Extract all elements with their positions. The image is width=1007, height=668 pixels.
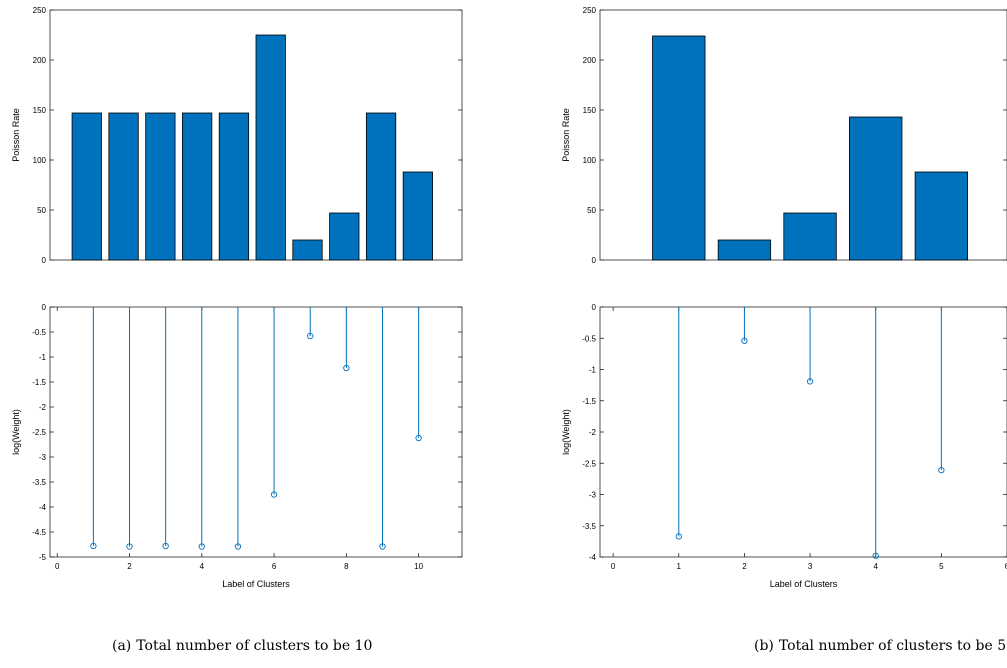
axes-box (49, 306, 463, 558)
stem-marker-1 (675, 533, 682, 540)
y-tick-label: -1 (589, 366, 597, 375)
stem-marker-7 (307, 332, 314, 340)
bar-3 (145, 112, 176, 261)
bar-2 (717, 239, 772, 261)
y-tick-label: -1.5 (32, 378, 46, 387)
y-tick-label: 0 (42, 256, 47, 265)
y-tick-label: 250 (583, 6, 597, 15)
y-tick-label: 150 (583, 106, 597, 115)
y-tick-label: -1 (39, 353, 47, 362)
x-tick-label: 6 (1005, 562, 1007, 571)
caption-b-text: Total number of clusters to be 5 (778, 638, 1007, 654)
y-tick-label: 50 (37, 206, 46, 215)
caption-b: (b) Total number of clusters to be 5 (754, 638, 1006, 654)
y-tick-label: 150 (33, 106, 47, 115)
y-tick-label: -0.5 (582, 334, 596, 343)
x-tick-label: 2 (742, 562, 747, 571)
x-tick-label: 3 (808, 562, 813, 571)
y-axis-label: Poisson Rate (561, 108, 571, 162)
y-tick-label: -4.5 (32, 528, 46, 537)
bar-3 (783, 212, 837, 261)
y-tick-label: -1.5 (582, 397, 596, 406)
y-tick-label: -3 (589, 491, 597, 500)
chart-b-bottom: 0 -0.5 -1 -1.5 -2 -2.5 -3 -3.5 -4 log(Weight) 0 1 2 3… (561, 303, 1007, 589)
x-tick-label: 4 (873, 562, 878, 571)
bar-8 (329, 212, 360, 261)
y-tick-label: -2 (39, 403, 47, 412)
stem-marker-1 (90, 542, 97, 550)
stem-marker-6 (270, 491, 278, 498)
y-tick-label: -2.5 (32, 428, 46, 437)
y-tick-label: -2 (589, 428, 597, 437)
y-tick-label: 200 (33, 56, 47, 65)
x-axis-label: Label of Clusters (770, 579, 838, 589)
x-tick-label: 5 (939, 562, 944, 571)
x-tick-label: 6 (272, 562, 277, 571)
x-tick-label: 0 (55, 562, 60, 571)
caption-b-label: (b) (754, 638, 774, 654)
y-tick-label: -4 (39, 503, 47, 512)
stem-marker-3 (162, 542, 169, 550)
bar-2 (108, 112, 139, 261)
y-tick-label: -3 (39, 453, 47, 462)
caption-a-text: Total number of clusters to be 10 (136, 638, 373, 654)
bar-9 (365, 112, 397, 261)
stem-marker-2 (126, 543, 133, 550)
y-tick-label: 0 (592, 256, 597, 265)
y-tick-label: 250 (33, 6, 47, 15)
y-tick-label: -4 (589, 553, 597, 562)
x-tick-label: 10 (414, 562, 423, 571)
stem-marker-3 (806, 378, 814, 385)
x-axis-label: Label of Clusters (222, 579, 290, 589)
bar-1 (652, 35, 706, 261)
y-tick-label: 100 (33, 156, 47, 165)
x-tick-label: 4 (200, 562, 205, 571)
stem-marker-8 (343, 364, 350, 372)
stem-marker-4 (198, 543, 205, 550)
stem-marker-10 (415, 434, 422, 442)
y-tick-label: 0 (42, 303, 47, 312)
bar-10 (402, 171, 433, 261)
y-tick-label: 100 (583, 156, 597, 165)
bar-4 (849, 116, 903, 261)
y-tick-label: 50 (587, 206, 596, 215)
caption-a-label: (a) (112, 638, 132, 654)
y-axis-label: log(Weight) (561, 409, 571, 455)
y-tick-label: 0 (592, 303, 597, 312)
stem-marker-2 (741, 337, 748, 344)
chart-a-top: 0 50 100 150 200 250 Poisson Rate (11, 6, 463, 265)
x-tick-label: 0 (611, 562, 616, 571)
y-axis-label: Poisson Rate (11, 108, 21, 162)
bar-5 (218, 112, 250, 261)
bar-7 (292, 239, 323, 261)
stem-marker-4 (872, 552, 879, 559)
y-tick-label: -0.5 (32, 328, 46, 337)
x-tick-label: 1 (677, 562, 682, 571)
caption-a: (a) Total number of clusters to be 10 (112, 638, 372, 654)
axes-box (599, 306, 1007, 558)
y-tick-label: -3.5 (32, 478, 46, 487)
stem-marker-9 (379, 543, 386, 550)
bar-4 (182, 112, 213, 261)
bar-5 (914, 171, 969, 261)
stem-marker-5 (938, 466, 945, 474)
chart-a-bottom: 0 -0.5 -1 -1.5 -2 -2.5 -3 -3.5 -4 -4.5 -5 log(Weigh… (11, 303, 463, 589)
x-tick-label: 2 (127, 562, 132, 571)
y-axis-label: log(Weight) (11, 409, 21, 455)
y-tick-label: -2.5 (582, 459, 596, 468)
stem-marker-5 (234, 543, 242, 550)
chart-b-top: 0 50 100 150 200 250 Poisson Rate (561, 6, 1007, 265)
bar-6 (255, 34, 286, 261)
y-tick-label: 200 (583, 56, 597, 65)
y-tick-label: -5 (39, 553, 47, 562)
bar-1 (71, 112, 102, 261)
x-tick-label: 8 (344, 562, 349, 571)
y-tick-label: -3.5 (582, 522, 596, 531)
